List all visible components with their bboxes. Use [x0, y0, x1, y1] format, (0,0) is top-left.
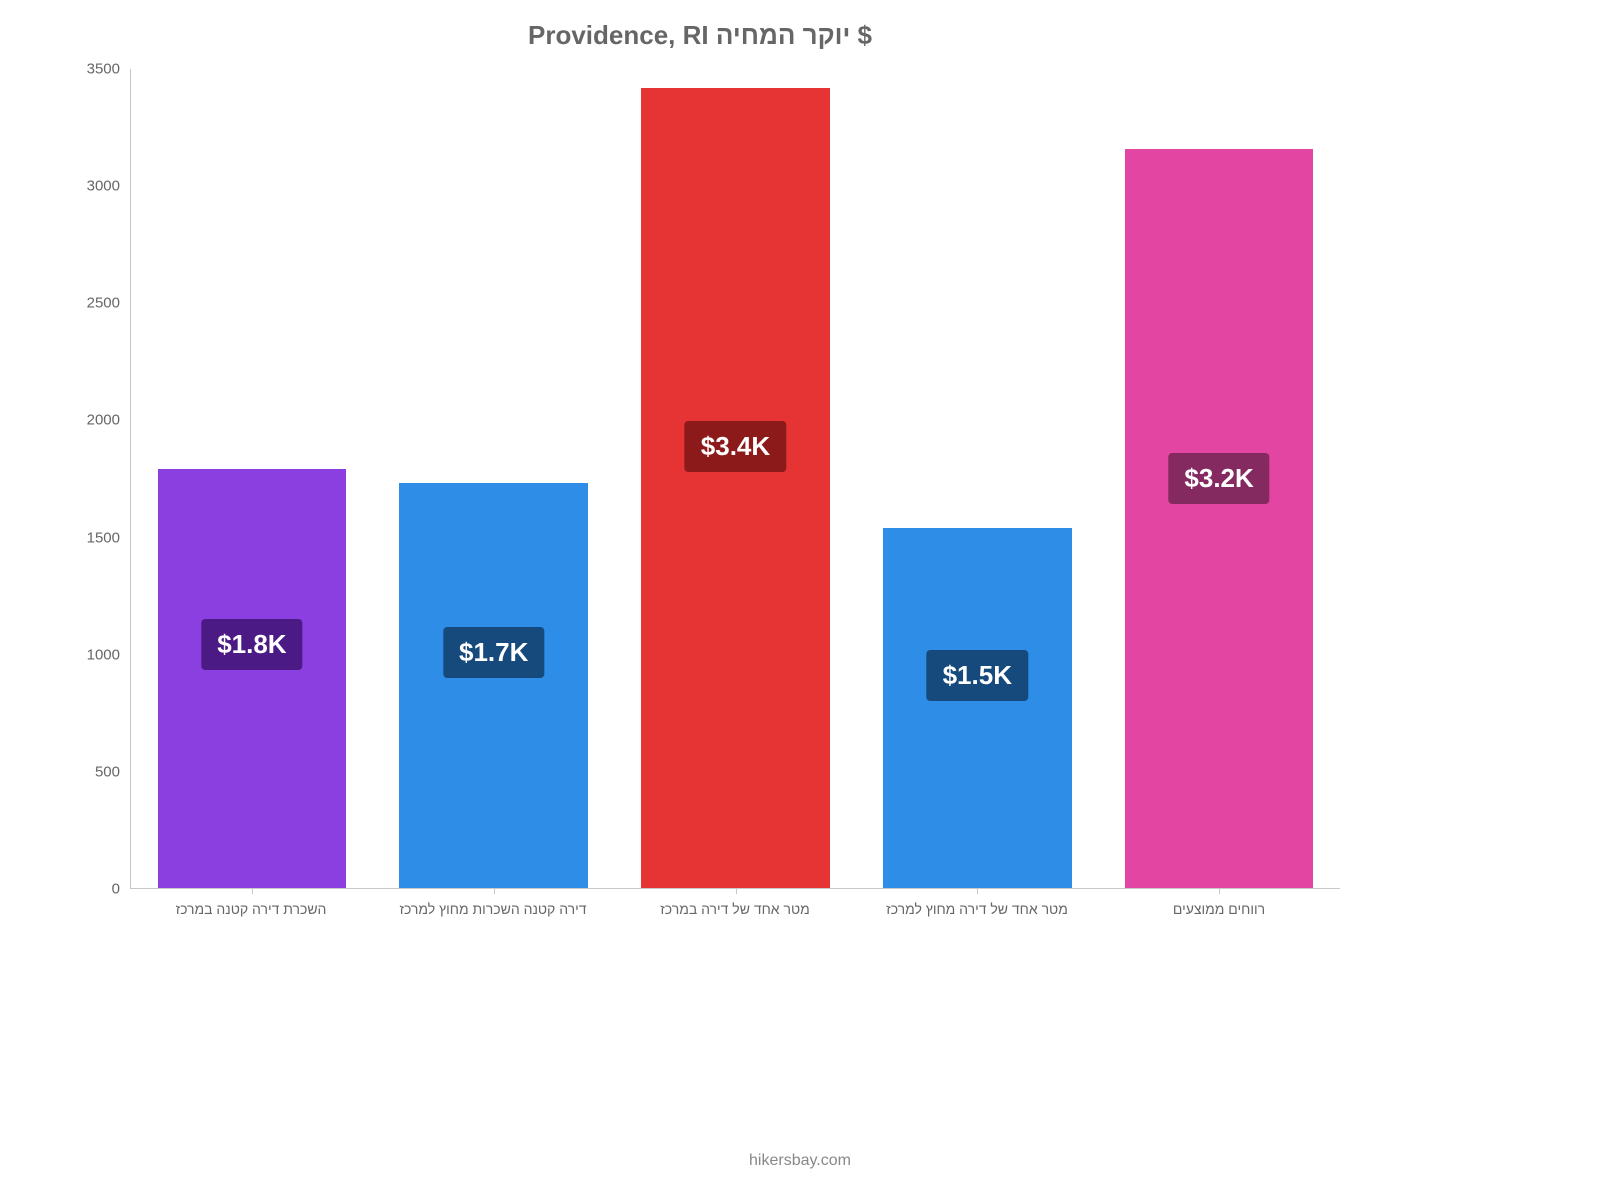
credit-text: hikersbay.com [749, 1152, 851, 1170]
x-category-label: השכרת דירה קטנה במרכז [176, 901, 327, 917]
y-axis: 0500100015002000250030003500 [60, 69, 130, 889]
y-tick-label: 1000 [87, 646, 120, 663]
bar-value-label: $3.2K [1168, 453, 1269, 504]
plot-area: 0500100015002000250030003500 $1.8K$1.7K$… [60, 69, 1340, 889]
bar-value-label: $1.7K [443, 627, 544, 678]
bar-value-label: $3.4K [685, 421, 786, 472]
cost-of-living-chart: Providence, RI יוקר המחיה $ 0 500 1000 1500… [60, 20, 1340, 1020]
x-category-label: דירה קטנה השכרות מחוץ למרכז [399, 901, 586, 917]
x-axis: השכרת דירה קטנה במרכז דירה קטנה השכרות מח… [130, 889, 1340, 949]
bar-value-label: $1.5K [927, 650, 1028, 701]
bars-layer: $1.8K $1.7K $3.4K $1.5K $3.2K [131, 69, 1340, 888]
y-tick-label: 1500 [87, 529, 120, 546]
bar: $1.7K [399, 483, 588, 888]
y-tick-label: 2000 [87, 412, 120, 429]
y-tick-label: 3500 [87, 61, 120, 78]
y-tick-label: 3000 [87, 178, 120, 195]
y-tick-label: 0 [112, 881, 120, 898]
x-category-label: מטר אחד של דירה מחוץ למרכז [886, 901, 1068, 917]
bar-value-label: $1.8K [201, 619, 302, 670]
bar: $3.4K [641, 88, 830, 888]
bar: $1.5K [883, 528, 1072, 888]
y-tick-label: 500 [95, 763, 120, 780]
x-category-label: רווחים ממוצעים [1173, 901, 1265, 917]
y-tick-label: 2500 [87, 295, 120, 312]
x-category-label: מטר אחד של דירה במרכז [660, 901, 809, 917]
plot: $1.8K $1.7K $3.4K $1.5K $3.2K [130, 69, 1340, 889]
bar: $3.2K [1125, 149, 1314, 888]
bar: $1.8K [158, 469, 347, 888]
chart-title: Providence, RI יוקר המחיה $ [60, 20, 1340, 51]
